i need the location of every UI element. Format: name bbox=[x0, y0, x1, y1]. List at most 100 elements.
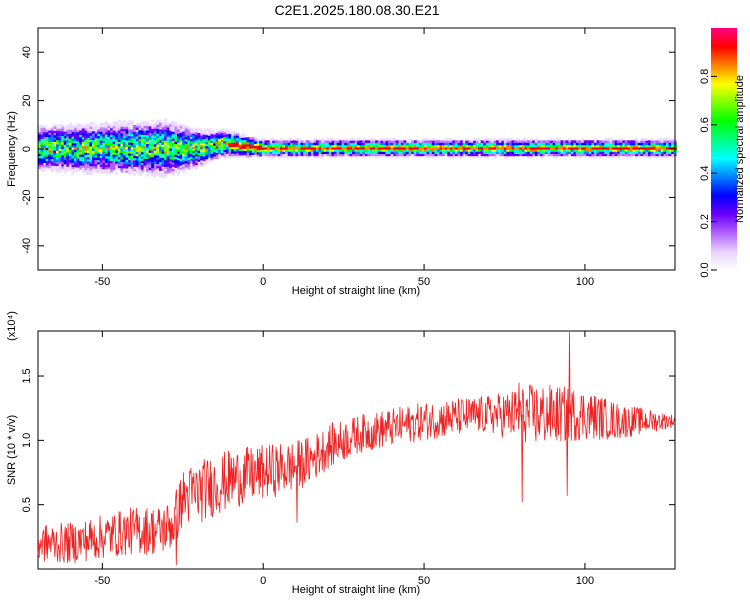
spectrogram-cell bbox=[617, 140, 621, 144]
spectrogram-cell bbox=[102, 129, 106, 133]
spectrogram-cell bbox=[135, 144, 139, 148]
spectrogram-cell bbox=[452, 146, 456, 150]
spectrogram-cell bbox=[465, 138, 469, 141]
spectrogram-cell bbox=[135, 125, 139, 128]
spectrogram-cell bbox=[516, 140, 520, 144]
spectrogram-cell bbox=[151, 124, 155, 127]
spectrogram-cell bbox=[207, 141, 212, 145]
spectrogram-cell bbox=[76, 149, 80, 153]
spectrogram-cell bbox=[259, 145, 263, 148]
spectrogram-cell bbox=[45, 138, 49, 142]
spectrogram-cell bbox=[205, 132, 209, 136]
spectrogram-cell bbox=[385, 144, 389, 148]
spectrogram-cell bbox=[323, 151, 327, 154]
spectrogram-cell bbox=[285, 146, 289, 150]
spectrogram-cell bbox=[110, 160, 114, 164]
spectrogram-cell bbox=[241, 141, 245, 145]
spectrogram-cell bbox=[524, 151, 528, 154]
spectrogram-cell bbox=[496, 149, 500, 152]
spectrogram-cell bbox=[40, 127, 44, 131]
spectrogram-cell bbox=[313, 153, 317, 157]
spectrogram-cell bbox=[367, 142, 371, 146]
spectrogram-cell bbox=[99, 148, 103, 152]
spectrogram-cell bbox=[215, 145, 219, 149]
spectrogram-cell bbox=[63, 161, 67, 165]
spectrogram-cell bbox=[627, 149, 631, 152]
spectrogram-cell bbox=[156, 172, 160, 176]
spectrogram-cell bbox=[135, 160, 139, 163]
spectrogram-cell bbox=[557, 138, 562, 141]
spectrogram-cell bbox=[277, 149, 281, 152]
spectrogram-cell bbox=[573, 142, 577, 146]
spectrogram-cell bbox=[370, 138, 374, 141]
spectrogram-cell bbox=[104, 142, 109, 146]
spectrogram-cell bbox=[40, 149, 44, 152]
spectrogram-cell bbox=[43, 151, 47, 155]
spectrogram-cell bbox=[84, 165, 88, 168]
spectrogram-cell bbox=[323, 144, 327, 148]
spectrogram-cell bbox=[385, 146, 389, 150]
spectrogram-cell bbox=[583, 153, 587, 157]
spectrogram-cell bbox=[169, 167, 173, 171]
spectrogram-cell bbox=[429, 149, 433, 152]
spectrogram-cell bbox=[177, 133, 181, 137]
spectrogram-cell bbox=[282, 153, 286, 157]
spectrogram-cell bbox=[648, 140, 652, 144]
spectrogram-cell bbox=[140, 162, 145, 166]
spectrogram-cell bbox=[457, 151, 461, 154]
spectrogram-cell bbox=[48, 143, 52, 146]
spectrogram-cell bbox=[403, 153, 407, 157]
spectrogram-cell bbox=[475, 149, 479, 152]
spectrogram-cell bbox=[117, 130, 121, 134]
spectrogram-cell bbox=[483, 153, 487, 157]
spectrogram-cell bbox=[122, 165, 127, 169]
spectrogram-cell bbox=[159, 146, 163, 150]
spectrogram-cell bbox=[550, 146, 554, 150]
spectrogram-cell bbox=[38, 138, 42, 141]
spectrogram-cell bbox=[92, 146, 96, 149]
spectrogram-cell bbox=[565, 146, 569, 150]
spectrogram-cell bbox=[189, 147, 194, 151]
spectrogram-cell bbox=[568, 138, 572, 141]
snr-y-tick-label: 1.5 bbox=[21, 368, 33, 383]
spectrogram-cell bbox=[524, 144, 528, 148]
spectrogram-cell bbox=[107, 160, 111, 163]
spectrogram-cell bbox=[624, 144, 628, 148]
spectrogram-cell bbox=[74, 125, 78, 129]
spectrogram-cell bbox=[630, 153, 634, 157]
spectrogram-cell bbox=[249, 145, 253, 149]
spectrogram-cell bbox=[514, 153, 518, 157]
spectrogram-cell bbox=[153, 135, 157, 138]
spectrogram-cell bbox=[611, 146, 616, 150]
spectrogram-cell bbox=[370, 144, 374, 148]
spectrogram-cell bbox=[195, 131, 199, 135]
spectrogram-cell bbox=[524, 138, 528, 141]
spectrogram-cell bbox=[524, 153, 528, 157]
spectrogram-cell bbox=[81, 128, 85, 131]
spectrogram-cell bbox=[171, 129, 175, 133]
spectrogram-cell bbox=[285, 144, 289, 148]
spectrogram-cell bbox=[362, 138, 366, 141]
spectrogram-cell bbox=[159, 128, 163, 132]
spectrogram-cell bbox=[254, 141, 258, 144]
spectrogram-cell bbox=[128, 166, 132, 169]
spectrogram-cell bbox=[97, 155, 101, 158]
spectrogram-cell bbox=[241, 137, 245, 141]
spectrogram-cell bbox=[529, 155, 533, 159]
spectrogram-cell bbox=[146, 160, 150, 164]
spectrogram-cell bbox=[279, 153, 284, 157]
spectrogram-cell bbox=[50, 167, 55, 171]
spectrogram-cell bbox=[143, 167, 147, 170]
spectrogram-cell bbox=[61, 165, 65, 169]
spectrogram-cell bbox=[177, 164, 181, 167]
spectrogram-cell bbox=[92, 159, 96, 162]
spectrogram-cell bbox=[406, 146, 410, 150]
spectrogram-cell bbox=[568, 149, 572, 152]
spectrogram-cell bbox=[606, 153, 610, 157]
spectrogram-cell bbox=[390, 140, 394, 144]
spectrogram-cell bbox=[48, 138, 52, 142]
spectrogram-cell bbox=[99, 122, 103, 126]
spectrogram-cell bbox=[228, 144, 232, 148]
spectrogram-cell bbox=[447, 144, 451, 148]
spectrogram-cell bbox=[50, 130, 55, 134]
